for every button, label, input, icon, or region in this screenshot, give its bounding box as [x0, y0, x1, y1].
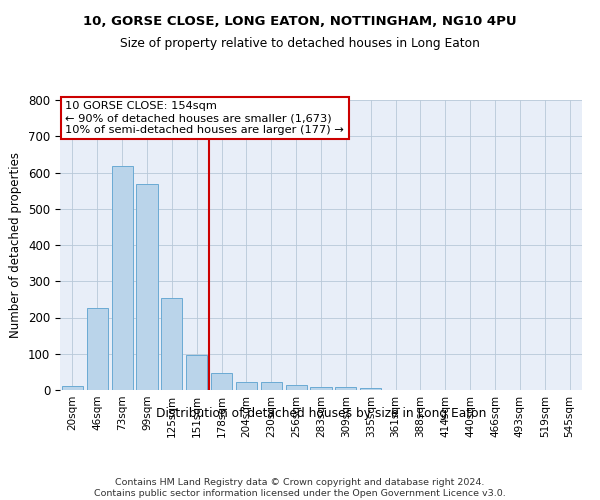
- Text: 10, GORSE CLOSE, LONG EATON, NOTTINGHAM, NG10 4PU: 10, GORSE CLOSE, LONG EATON, NOTTINGHAM,…: [83, 15, 517, 28]
- Y-axis label: Number of detached properties: Number of detached properties: [10, 152, 22, 338]
- Bar: [87, 308, 108, 390]
- Bar: [261, 382, 282, 390]
- Bar: [62, 386, 83, 390]
- Bar: [186, 355, 207, 390]
- Text: Size of property relative to detached houses in Long Eaton: Size of property relative to detached ho…: [120, 38, 480, 51]
- Text: 10 GORSE CLOSE: 154sqm
← 90% of detached houses are smaller (1,673)
10% of semi-: 10 GORSE CLOSE: 154sqm ← 90% of detached…: [65, 102, 344, 134]
- Bar: [211, 374, 232, 390]
- Text: Contains HM Land Registry data © Crown copyright and database right 2024.
Contai: Contains HM Land Registry data © Crown c…: [94, 478, 506, 498]
- Bar: [236, 382, 257, 390]
- Bar: [161, 298, 182, 390]
- Bar: [136, 184, 158, 390]
- Bar: [335, 388, 356, 390]
- Bar: [310, 387, 332, 390]
- Text: Distribution of detached houses by size in Long Eaton: Distribution of detached houses by size …: [156, 408, 486, 420]
- Bar: [112, 166, 133, 390]
- Bar: [360, 388, 381, 390]
- Bar: [286, 385, 307, 390]
